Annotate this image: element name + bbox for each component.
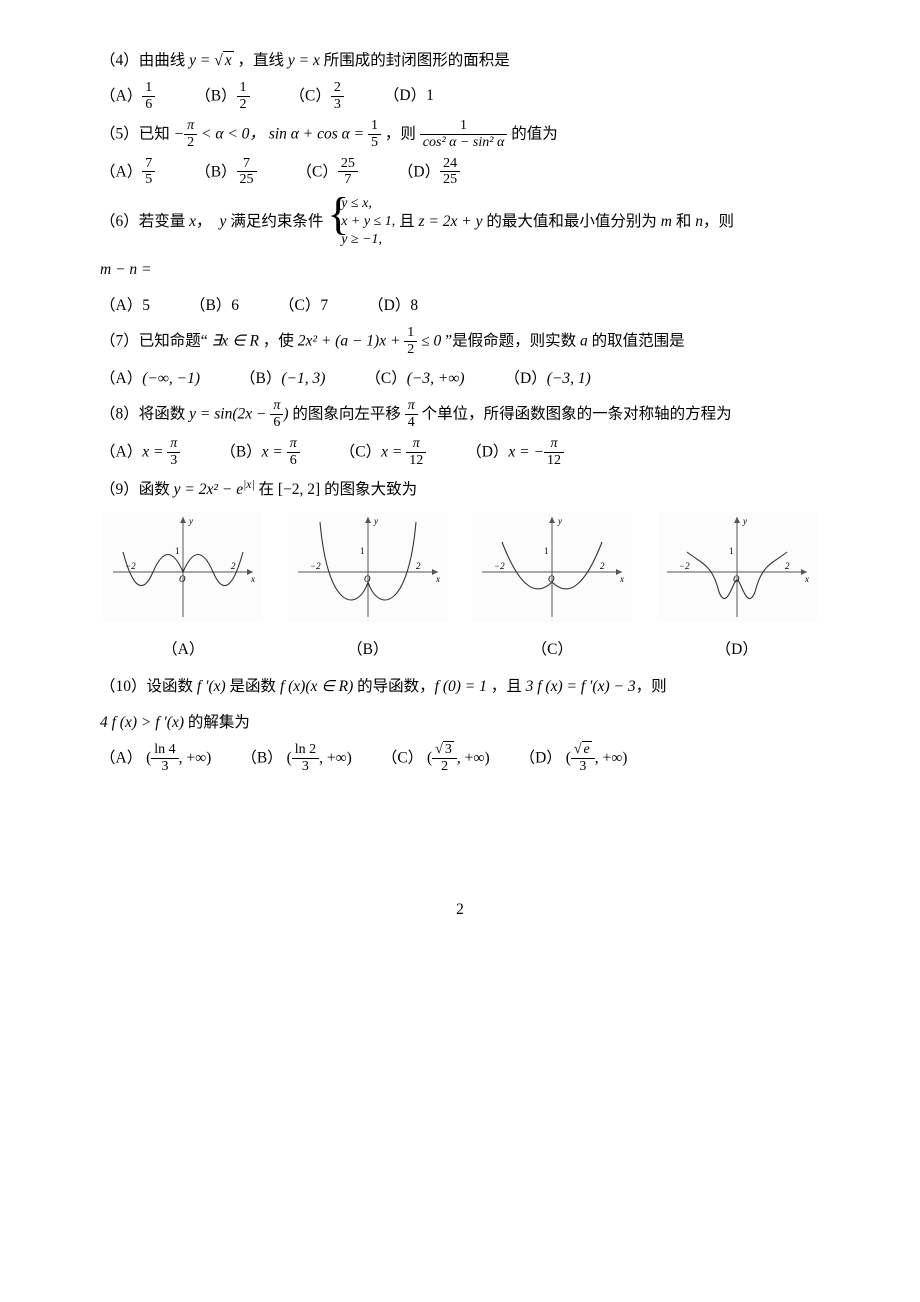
q8-choice-c: （C）x = π12 <box>340 437 426 469</box>
q7-choice-a: （A）(−∞, −1) <box>100 364 200 393</box>
q4-choice-c: （C）23 <box>290 81 344 113</box>
q4-choice-b: （B）12 <box>195 81 249 113</box>
q6-line2: m − n = <box>100 255 820 284</box>
q6-choice-b: （B）6 <box>190 291 239 320</box>
svg-text:1: 1 <box>544 546 549 556</box>
q5-ineq-mid: < α < 0， <box>201 126 265 143</box>
svg-text:O: O <box>548 574 555 584</box>
q9-label-a: （A） <box>100 635 267 664</box>
q4-text-a: （4）由曲线 <box>100 52 189 69</box>
svg-text:−2: −2 <box>494 561 505 571</box>
q10-choice-c: （C） (32, +∞) <box>382 743 490 775</box>
q6-choices: （A）5 （B）6 （C）7 （D）8 <box>100 291 820 320</box>
q9-charts: −2 O 2 1 y x −2 O 2 1 y x <box>100 512 820 632</box>
svg-text:2: 2 <box>785 561 790 571</box>
svg-text:1: 1 <box>175 546 180 556</box>
q5-text-a: （5）已知 <box>100 126 170 143</box>
svg-text:−2: −2 <box>310 561 321 571</box>
q6-stem: （6）若变量 x，y 满足约束条件 y ≤ x, x + y ≤ 1, y ≥ … <box>100 195 820 250</box>
svg-text:−2: −2 <box>679 561 690 571</box>
q7-choice-b: （B）(−1, 3) <box>240 364 325 393</box>
q4-choices: （A）16 （B）12 （C）23 （D）1 <box>100 81 820 113</box>
q9-chart-b: −2 O 2 1 y x <box>285 512 452 632</box>
svg-text:x: x <box>435 574 440 584</box>
q10-stem: （10）设函数 f ′(x) 是函数 f (x)(x ∈ R) 的导函数，f (… <box>100 672 820 701</box>
q7-choice-d: （D）(−3, 1) <box>505 364 591 393</box>
svg-text:2: 2 <box>416 561 421 571</box>
q7-stem: （7）已知命题“ ∃x ∈ R ，使 2x² + (a − 1)x + 12 ≤… <box>100 326 820 358</box>
svg-text:O: O <box>364 574 371 584</box>
q5-text-b: ，则 <box>385 126 420 143</box>
svg-text:2: 2 <box>231 561 236 571</box>
q6-choice-d: （D）8 <box>368 291 418 320</box>
q8-choices: （A）x = π3 （B）x = π6 （C）x = π12 （D）x = −π… <box>100 437 820 469</box>
q10-line2: 4 f (x) > f ′(x) 的解集为 <box>100 708 820 737</box>
q9-chart-c: −2 O 2 1 y x <box>469 512 636 632</box>
q5-eq1-lhs: sin α + cos α = <box>269 126 368 143</box>
q4-text-c: 所围成的封闭图形的面积是 <box>324 52 510 69</box>
q9-chart-d: −2 O 2 1 y x <box>654 512 821 632</box>
q5-choice-b: （B）725 <box>195 157 256 189</box>
svg-text:−2: −2 <box>125 561 136 571</box>
q4-eq2: y = x <box>288 52 320 69</box>
q5-choice-c: （C）257 <box>297 157 358 189</box>
svg-text:y: y <box>557 516 562 526</box>
page-number: 2 <box>100 895 820 924</box>
q10-choice-b: （B） (ln 23, +∞) <box>241 743 351 775</box>
svg-text:x: x <box>619 574 624 584</box>
svg-text:O: O <box>179 574 186 584</box>
q5-choices: （A）75 （B）725 （C）257 （D）2425 <box>100 157 820 189</box>
svg-text:y: y <box>373 516 378 526</box>
q9-label-b: （B） <box>285 635 452 664</box>
q8-choice-d: （D）x = −π12 <box>466 437 564 469</box>
q8-choice-b: （B）x = π6 <box>220 437 299 469</box>
q5-stem: （5）已知 −π2 < α < 0， sin α + cos α = 15 ，则… <box>100 119 820 151</box>
q4-eq1: y = x <box>189 52 234 69</box>
svg-text:O: O <box>733 574 740 584</box>
q9-label-d: （D） <box>654 635 821 664</box>
q6-brace: y ≤ x, x + y ≤ 1, y ≥ −1, <box>327 195 395 250</box>
q5-choice-a: （A）75 <box>100 157 155 189</box>
svg-text:x: x <box>250 574 255 584</box>
q4-stem: （4）由曲线 y = x ，直线 y = x 所围成的封闭图形的面积是 <box>100 46 820 75</box>
svg-text:1: 1 <box>360 546 365 556</box>
q8-stem: （8）将函数 y = sin(2x − π6) 的图象向左平移 π4 个单位，所… <box>100 399 820 431</box>
q4-choice-a: （A）16 <box>100 81 155 113</box>
svg-text:y: y <box>742 516 747 526</box>
q9-stem: （9）函数 y = 2x² − e|x| 在 [−2, 2] 的图象大致为 <box>100 475 820 504</box>
q6-choice-a: （A）5 <box>100 291 150 320</box>
svg-text:y: y <box>188 516 193 526</box>
q10-choice-a: （A） (ln 43, +∞) <box>100 743 211 775</box>
svg-text:2: 2 <box>600 561 605 571</box>
q9-chart-labels: （A） （B） （C） （D） <box>100 635 820 664</box>
q7-choice-c: （C）(−3, +∞) <box>365 364 464 393</box>
q10-choice-d: （D） (e3, +∞) <box>520 743 628 775</box>
q9-chart-a: −2 O 2 1 y x <box>100 512 267 632</box>
q5-choice-d: （D）2425 <box>398 157 460 189</box>
q5-text-c: 的值为 <box>511 126 558 143</box>
svg-text:1: 1 <box>729 546 734 556</box>
q9-label-c: （C） <box>469 635 636 664</box>
svg-text:x: x <box>804 574 809 584</box>
q10-choices: （A） (ln 43, +∞) （B） (ln 23, +∞) （C） (32,… <box>100 743 820 775</box>
q4-text-b: ，直线 <box>238 52 288 69</box>
q4-choice-d: （D）1 <box>384 81 434 113</box>
q7-choices: （A）(−∞, −1) （B）(−1, 3) （C）(−3, +∞) （D）(−… <box>100 364 820 393</box>
q8-choice-a: （A）x = π3 <box>100 437 180 469</box>
q6-choice-c: （C）7 <box>279 291 328 320</box>
